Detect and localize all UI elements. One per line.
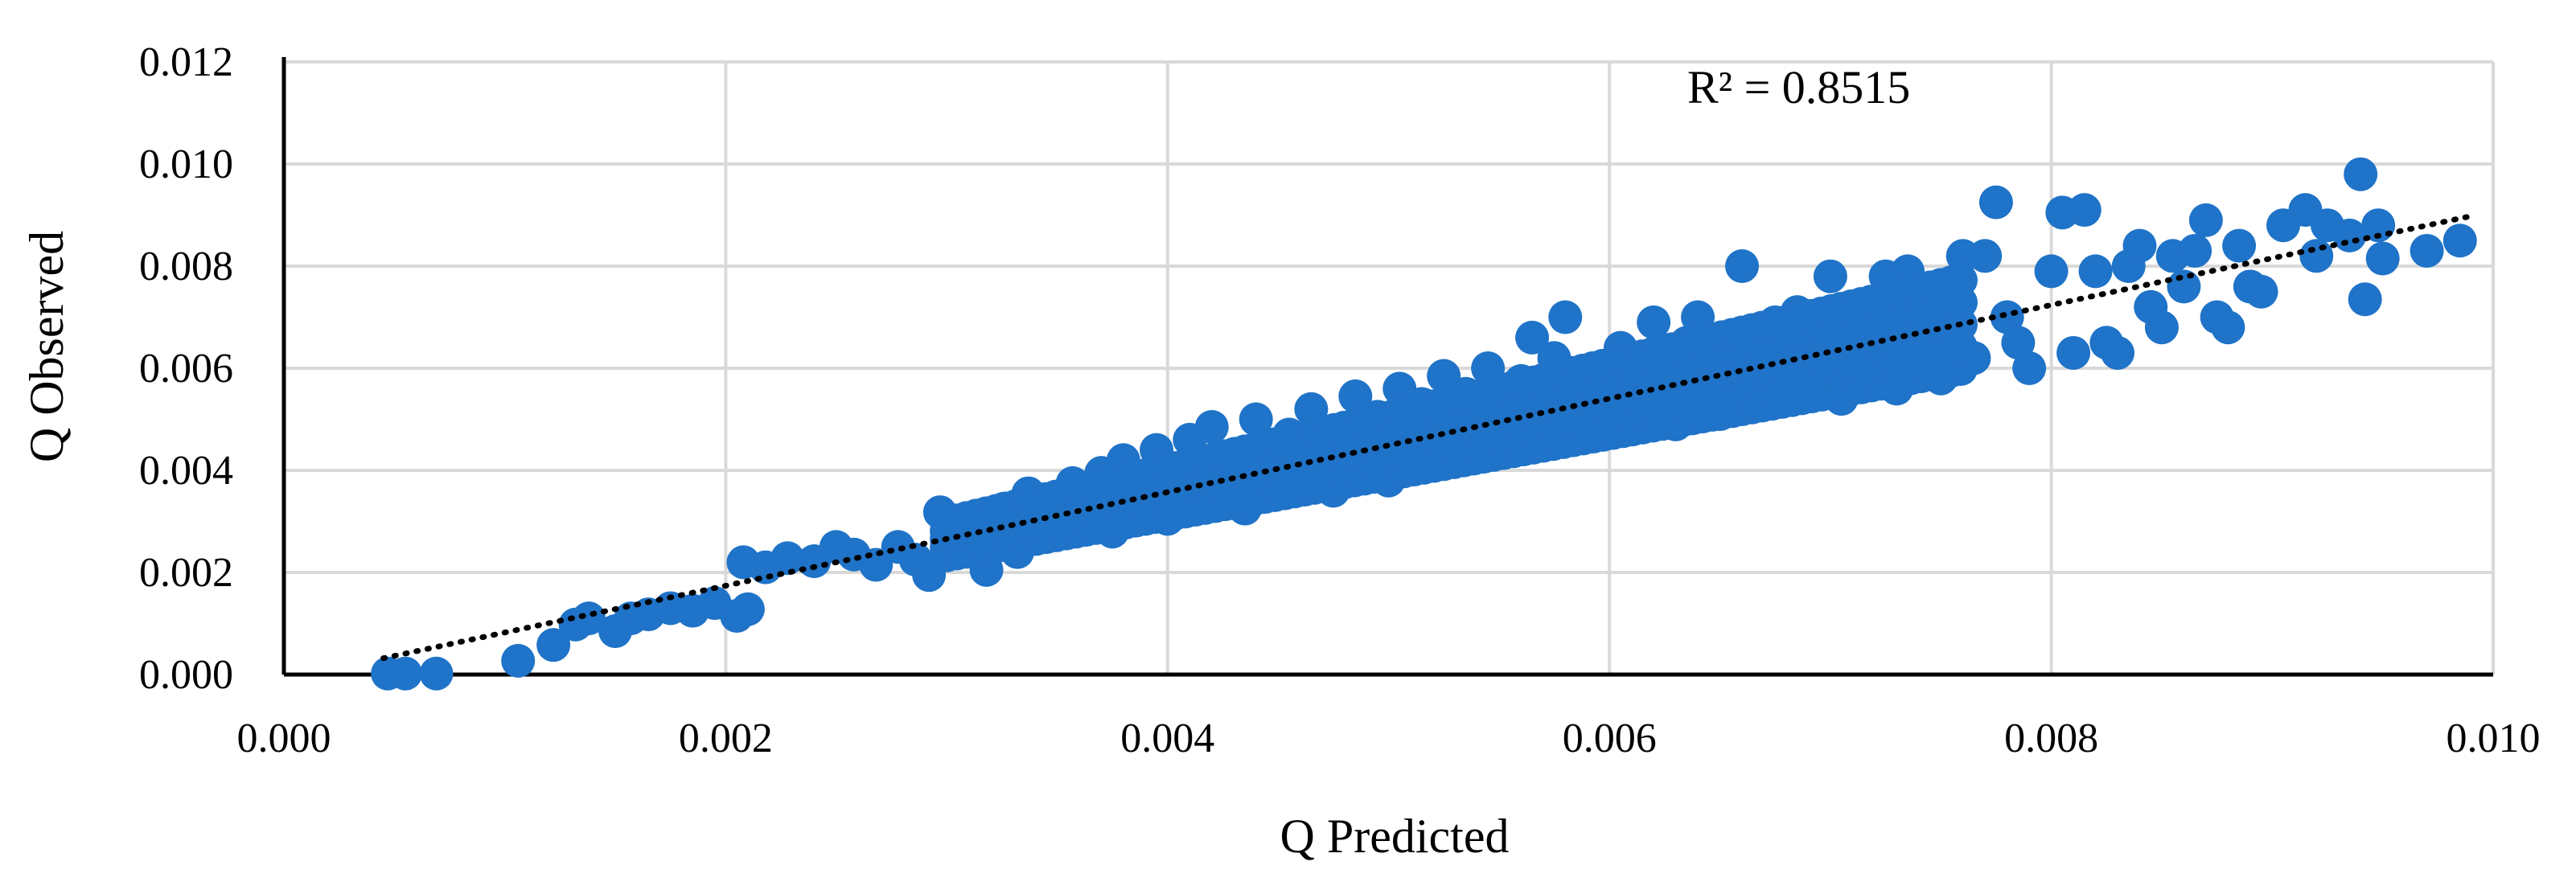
r-squared-annotation: R² = 0.8515 — [1687, 61, 1910, 113]
data-point — [1194, 410, 1229, 445]
data-point — [572, 601, 606, 636]
data-point — [2012, 351, 2047, 385]
y-tick-label: 0.000 — [139, 652, 233, 698]
data-point — [2211, 310, 2245, 345]
data-point — [2344, 157, 2378, 191]
x-tick-label: 0.008 — [2004, 716, 2098, 761]
data-point — [730, 592, 765, 626]
data-point — [536, 628, 571, 663]
x-tick-label: 0.006 — [1563, 716, 1657, 761]
data-point — [2332, 218, 2367, 252]
data-point — [1978, 185, 2013, 219]
data-point — [2167, 269, 2201, 304]
data-point — [1990, 300, 2024, 334]
x-tick-label: 0.000 — [237, 716, 331, 761]
trendline-layer — [380, 213, 2475, 662]
data-point — [1943, 263, 1978, 297]
x-tick-label: 0.002 — [679, 716, 773, 761]
x-tick-label: 0.004 — [1120, 716, 1214, 761]
y-tick-label: 0.004 — [139, 448, 233, 494]
data-point — [1338, 379, 1373, 413]
data-point — [1725, 249, 1760, 283]
data-point — [2056, 335, 2091, 370]
data-point — [2122, 228, 2157, 263]
x-tick-label: 0.010 — [2447, 716, 2541, 761]
data-point — [2299, 239, 2334, 273]
y-axis-title: Q Observed — [20, 231, 73, 462]
data-point — [2067, 193, 2101, 228]
data-point — [1239, 402, 1273, 437]
data-point — [770, 541, 805, 576]
y-tick-label: 0.002 — [139, 550, 233, 596]
data-point — [1968, 239, 2003, 273]
data-point — [2034, 254, 2069, 289]
data-point — [1515, 320, 1550, 355]
data-point — [2348, 282, 2382, 317]
data-point — [2144, 310, 2179, 345]
trendline — [380, 213, 2475, 662]
data-point — [2442, 224, 2477, 258]
data-point — [388, 656, 423, 691]
y-tick-label: 0.012 — [139, 39, 233, 85]
data-point — [419, 656, 454, 691]
data-point — [2078, 254, 2113, 289]
y-tick-label: 0.008 — [139, 244, 233, 289]
data-point — [2222, 228, 2257, 263]
grid-lines — [284, 60, 2495, 675]
data-point — [1813, 259, 1847, 293]
data-point — [2365, 241, 2400, 276]
data-point — [2001, 326, 2036, 360]
x-axis-title: Q Predicted — [1280, 810, 1510, 863]
data-points — [371, 157, 2477, 691]
axes — [281, 57, 2493, 677]
data-point — [501, 643, 536, 678]
data-point — [2178, 233, 2212, 268]
y-tick-label: 0.006 — [139, 346, 233, 392]
data-point — [2188, 203, 2223, 237]
data-point — [2101, 335, 2135, 370]
data-point — [1548, 300, 1583, 334]
tick-labels: 0.000 0.002 0.004 0.006 0.008 0.010 0.000 0.002… — [139, 39, 2541, 761]
data-point — [2410, 233, 2444, 268]
y-tick-label: 0.010 — [139, 142, 233, 187]
data-point — [2244, 274, 2278, 309]
data-point — [1637, 305, 1671, 339]
